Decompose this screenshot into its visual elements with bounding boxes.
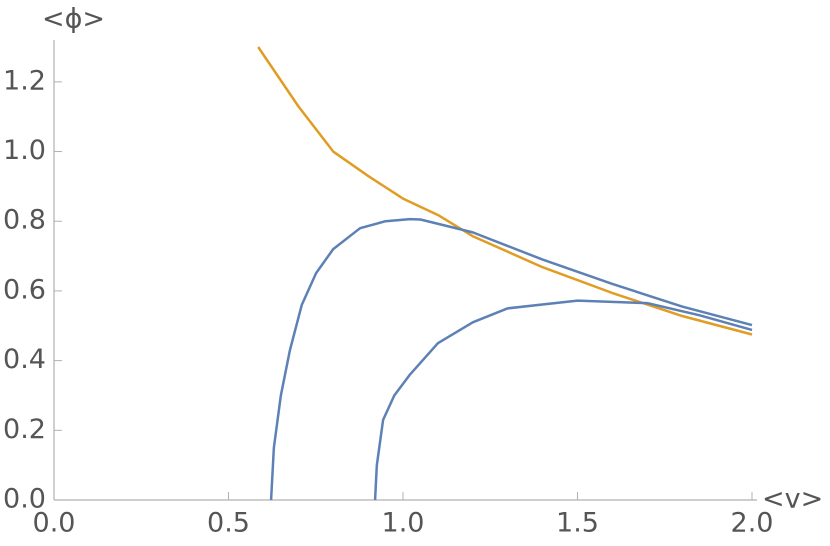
series-line [257, 46, 753, 336]
series-line [373, 299, 753, 501]
y-tick-label: 0.0 [3, 484, 46, 515]
y-tick-label: 0.8 [3, 205, 46, 236]
x-tick-label: 1.5 [556, 508, 599, 539]
x-tick-label: 1.0 [382, 508, 425, 539]
y-tick-label: 1.0 [3, 135, 46, 166]
x-tick-label: 2.0 [731, 508, 774, 539]
y-tick-label: 0.4 [3, 344, 46, 375]
x-axis-label: <v> [762, 484, 823, 515]
y-tick-label: 1.2 [3, 65, 46, 96]
y-tick-label: 0.6 [3, 274, 46, 305]
series-line [269, 217, 753, 501]
x-tick-label: 0.0 [33, 508, 76, 539]
y-axis-label: <ϕ> [42, 4, 105, 35]
y-tick-label: 0.2 [3, 414, 46, 445]
x-tick-label: 0.5 [207, 508, 250, 539]
